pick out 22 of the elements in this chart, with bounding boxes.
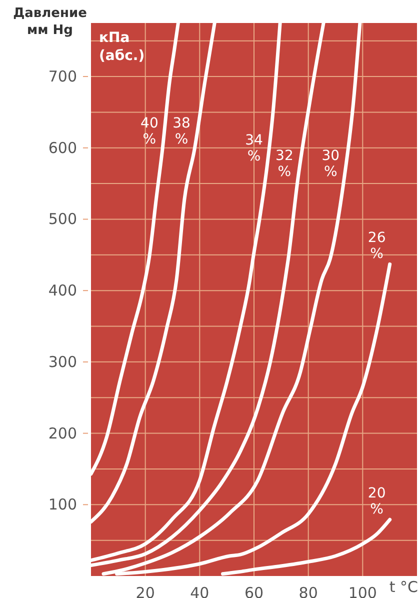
y-tick-label: 700 [48,68,77,86]
x-axis-title: t °C [389,578,418,596]
annotation: кПа (абс.) [99,30,145,64]
y-tick-label: 600 [48,138,77,157]
x-tick-label: 100 [348,584,377,598]
y-tick-label: 400 [48,282,77,300]
y-tick-label: 100 [48,496,77,514]
x-tick-label: 20 [136,584,155,598]
series-label: 38 % [172,115,190,148]
series-label: 20 % [368,486,386,518]
series-label: 34 % [245,132,264,164]
series-label: 26 % [368,230,386,262]
series-label: 30 % [322,148,340,180]
x-tick-label: 60 [244,584,264,598]
series-label: 40 % [140,115,158,148]
y-tick-label: 300 [48,352,77,371]
x-tick-label: 80 [298,584,318,598]
series-label: 32 % [276,148,294,180]
x-tick-label: 40 [190,584,210,598]
y-tick-label: 200 [48,424,77,442]
y-axis-title: Давление мм Hg [13,6,88,38]
y-tick-label: 500 [48,210,77,228]
